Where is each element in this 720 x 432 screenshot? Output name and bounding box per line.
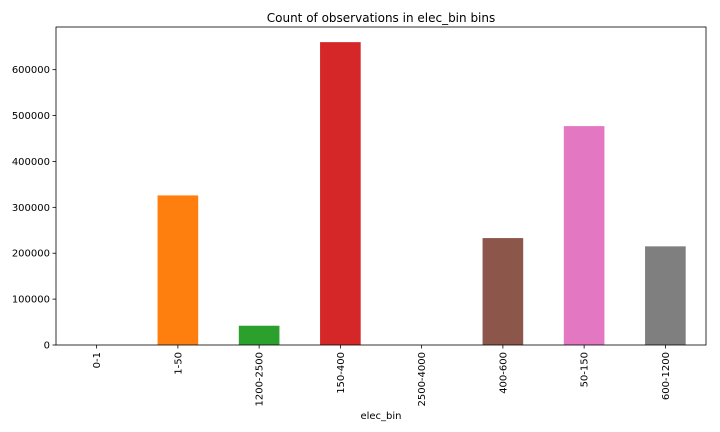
chart-title: Count of observations in elec_bin bins: [267, 11, 496, 25]
y-tick-label: 200000: [12, 249, 50, 260]
x-tick-label: 150-400: [336, 352, 347, 394]
bar-400-600: [482, 238, 524, 345]
y-tick-label: 0: [44, 341, 50, 352]
y-tick-label: 400000: [12, 157, 50, 168]
y-tick-label: 100000: [12, 295, 50, 306]
y-tick-label: 300000: [12, 203, 50, 214]
x-tick-label: 50-150: [580, 352, 591, 387]
y-tick-label: 600000: [12, 65, 50, 76]
x-axis-label: elec_bin: [360, 411, 401, 422]
plot-frame: [55, 26, 707, 346]
y-axis: 0 100000 200000 300000 400000 500000 600000: [12, 65, 56, 352]
bar-50-150: [563, 126, 605, 346]
bar-1-50: [157, 195, 199, 345]
x-tick-label: 600-1200: [661, 352, 672, 400]
bar-1200-2500: [238, 325, 280, 345]
bar-150-400: [320, 42, 361, 345]
x-axis: 0-1 1-50 1200-2500 150-400 2500-4000 400-600 5…: [92, 345, 672, 407]
x-tick-label: 1200-2500: [255, 352, 266, 407]
x-tick-label: 400-600: [498, 352, 509, 394]
x-tick-label: 0-1: [92, 352, 103, 368]
bars: [157, 42, 686, 346]
y-tick-label: 500000: [12, 111, 50, 122]
x-tick-label: 2500-4000: [417, 352, 428, 407]
x-tick-label: 1-50: [173, 352, 184, 375]
bar-600-1200: [645, 246, 686, 345]
